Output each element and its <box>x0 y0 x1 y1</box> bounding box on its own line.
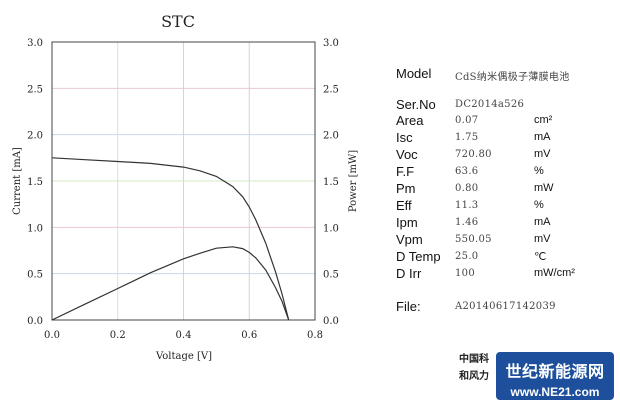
param-label: Ser.No <box>396 97 436 112</box>
series-group <box>51 157 290 321</box>
x-tick-label: 0.4 <box>176 330 192 341</box>
y-tick-label-left: 1.5 <box>27 177 43 188</box>
y-axis-right-ticks: 0.0 0.5 1.0 1.5 2.0 2.5 3.0 <box>323 38 339 327</box>
param-value: CdS纳米偶极子薄膜电池 <box>455 72 570 83</box>
site-logo: 世纪新能源网 www.NE21.com <box>496 352 614 400</box>
param-value: 0.07 <box>455 115 479 126</box>
param-value: 720.80 <box>455 149 492 160</box>
y-tick-label-left: 3.0 <box>27 38 43 49</box>
param-label: Isc <box>396 130 413 145</box>
x-tick-label: 0.8 <box>307 330 323 341</box>
y-tick-label-right: 3.0 <box>323 38 339 49</box>
iv-chart: STC 0.0 0.5 1.0 1.5 2.0 2.5 3.0 0.0 0.5 1.0 1.5 2.… <box>12 12 359 362</box>
param-value: 25.0 <box>455 251 479 262</box>
y-axis-left-ticks: 0.0 0.5 1.0 1.5 2.0 2.5 3.0 <box>27 38 43 327</box>
param-value: 1.46 <box>455 217 479 228</box>
logo-name: 世纪新能源网 <box>505 362 605 381</box>
param-unit: % <box>534 165 544 177</box>
param-label: Pm <box>396 181 416 196</box>
y-tick-label-left: 2.0 <box>27 131 43 142</box>
param-value: DC2014a526 <box>455 99 525 110</box>
param-unit: mA <box>534 131 551 143</box>
param-label: Vpm <box>396 232 423 247</box>
y-tick-label-left: 0.0 <box>27 316 43 327</box>
series-line-2 <box>51 246 290 321</box>
param-label: Model <box>396 66 432 81</box>
y-tick-label-left: 2.5 <box>27 84 43 95</box>
y-axis-left-label: Current [mA] <box>12 147 23 215</box>
param-label: Area <box>396 113 424 128</box>
org-line-1: 中国科 <box>459 354 489 365</box>
chart-title: STC <box>161 12 195 31</box>
y-tick-label-right: 2.0 <box>323 131 339 142</box>
param-value: 1.75 <box>455 132 479 143</box>
grid <box>52 42 315 320</box>
param-label: Ipm <box>396 215 418 230</box>
x-tick-label: 0.0 <box>44 330 60 341</box>
y-axis-right-label: Power [mW] <box>348 150 359 212</box>
x-tick-label: 0.2 <box>110 330 126 341</box>
param-unit: mW <box>534 182 554 194</box>
param-unit: mV <box>534 233 551 245</box>
series-line-1 <box>51 157 290 321</box>
y-tick-label-right: 0.0 <box>323 316 339 327</box>
param-unit: mW/cm² <box>534 267 575 279</box>
param-unit: cm² <box>534 114 553 126</box>
param-value: A20140617142039 <box>455 301 556 312</box>
param-value: 11.3 <box>455 200 479 211</box>
y-tick-label-right: 1.0 <box>323 223 339 234</box>
y-tick-label-right: 0.5 <box>323 270 339 281</box>
param-label: D Temp <box>396 249 441 264</box>
x-tick-label: 0.6 <box>241 330 257 341</box>
param-unit: mV <box>534 148 551 160</box>
logo-url: www.NE21.com <box>510 385 600 399</box>
y-tick-label-left: 0.5 <box>27 270 43 281</box>
x-axis-ticks: 0.0 0.2 0.4 0.6 0.8 <box>44 330 323 341</box>
param-unit: ℃ <box>534 251 547 263</box>
param-value: 100 <box>455 268 475 279</box>
y-tick-label-right: 2.5 <box>323 84 339 95</box>
param-value: 550.05 <box>455 234 492 245</box>
y-tick-label-left: 1.0 <box>27 223 43 234</box>
param-value: 63.6 <box>455 166 479 177</box>
param-label: File: <box>396 299 421 314</box>
param-unit: mA <box>534 216 551 228</box>
param-label: Voc <box>396 147 418 162</box>
param-label: D Irr <box>396 266 422 281</box>
x-axis-label: Voltage [V] <box>155 351 212 362</box>
param-value: 0.80 <box>455 183 479 194</box>
y-tick-label-right: 1.5 <box>323 177 339 188</box>
org-line-2: 和风力 <box>459 371 489 382</box>
plot-frame <box>51 41 316 321</box>
param-label: Eff <box>396 198 412 213</box>
param-unit: % <box>534 199 544 211</box>
param-label: F.F <box>396 164 415 179</box>
